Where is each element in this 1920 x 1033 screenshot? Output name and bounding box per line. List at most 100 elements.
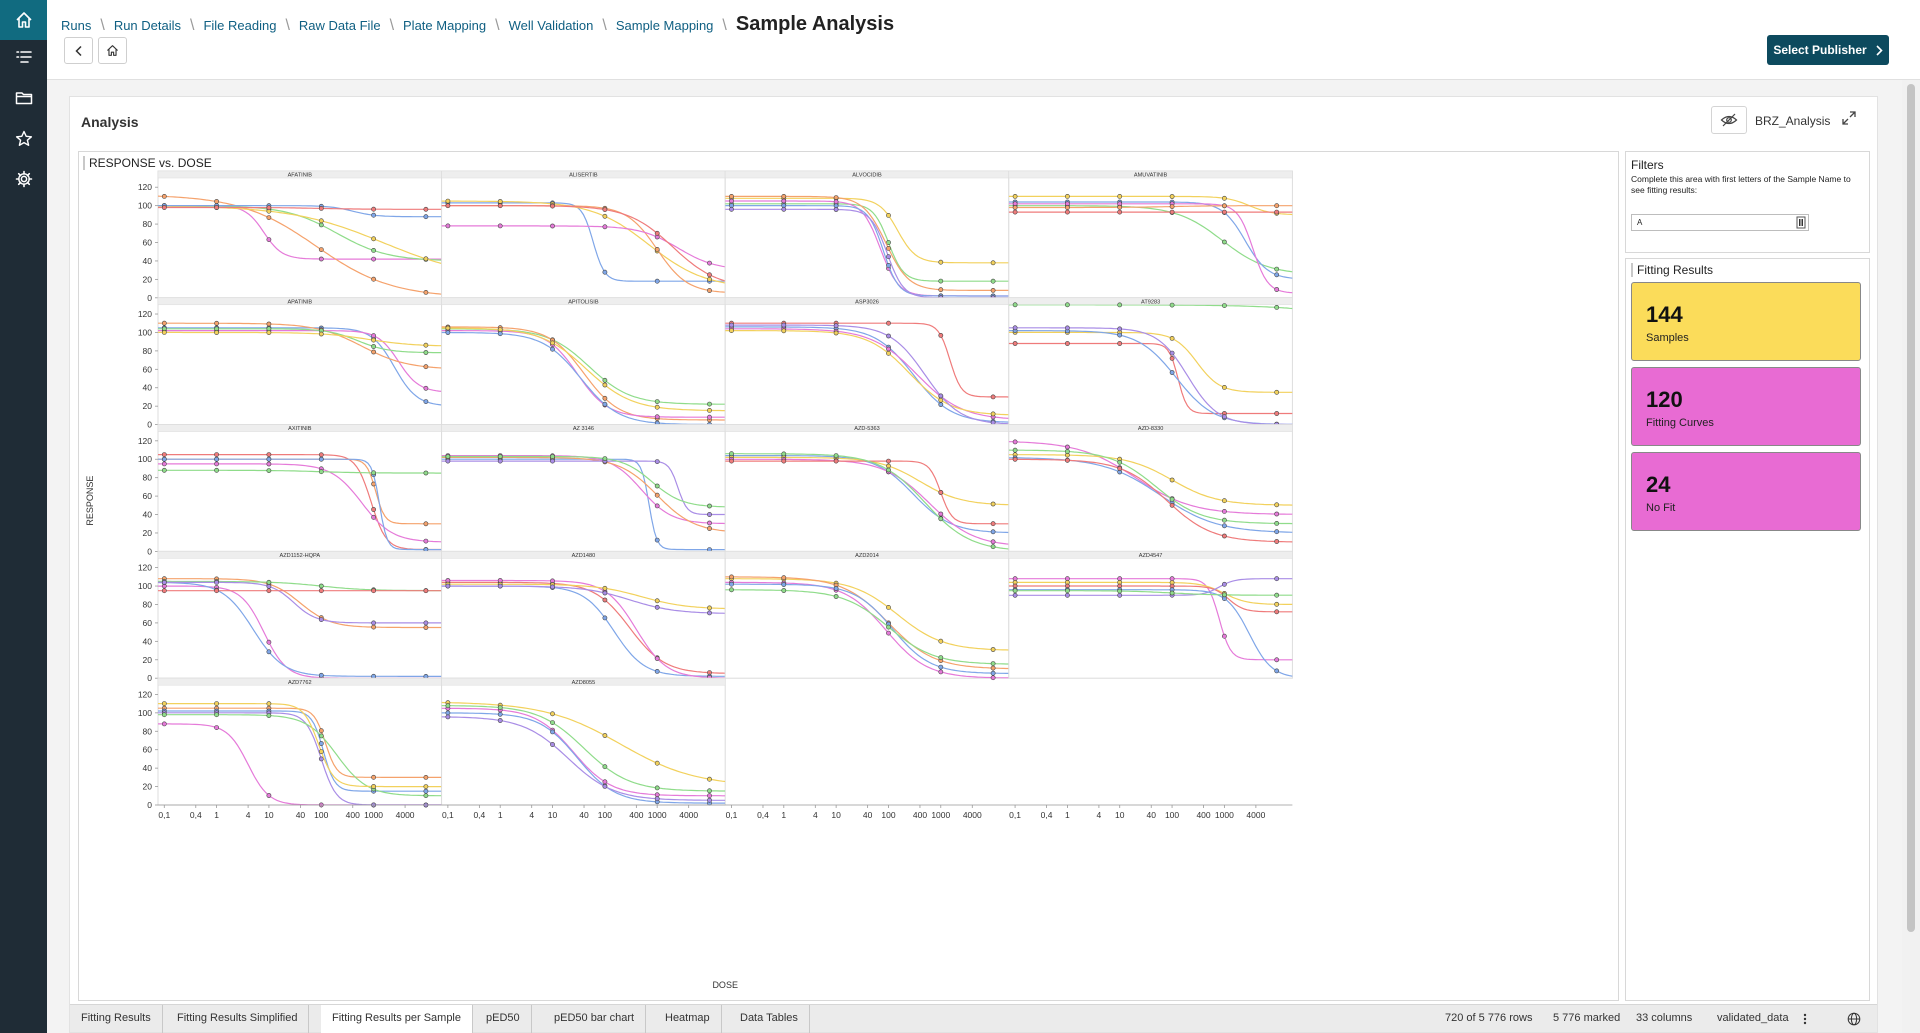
nav-list[interactable]	[0, 37, 47, 77]
data-point	[990, 260, 996, 266]
back-button[interactable]	[64, 37, 93, 64]
fit-curve	[1008, 195, 1293, 216]
data-point	[1169, 209, 1175, 215]
data-point	[654, 399, 660, 404]
side-nav	[0, 0, 47, 1033]
kpi-fitting-curves[interactable]: 120 Fitting Curves	[1631, 367, 1861, 446]
kpi-no-fit[interactable]: 24 No Fit	[1631, 452, 1861, 531]
breadcrumb-well-validation[interactable]: Well Validation	[508, 18, 594, 33]
data-point	[654, 483, 660, 489]
breadcrumb-separator: \	[285, 17, 290, 34]
response-dose-chart[interactable]: AFATINIB 0 20 40 60 80 100 120 ALISERTIB ALVOCIDI…	[78, 151, 1619, 1001]
tab-data-tables[interactable]: Data Tables	[729, 1005, 810, 1033]
tab-fitting-results[interactable]: Fitting Results	[70, 1005, 163, 1033]
tab-fitting-results-simplified[interactable]: Fitting Results Simplified	[166, 1005, 310, 1033]
fit-curve	[1008, 449, 1293, 525]
y-tick-label: 40	[143, 510, 153, 520]
data-point	[729, 328, 734, 333]
x-tick-label: 0,4	[757, 810, 769, 820]
y-tick-label: 0	[147, 546, 152, 556]
data-point	[497, 327, 503, 332]
x-tick-label: 4	[1097, 810, 1102, 820]
nav-folder[interactable]	[0, 78, 47, 118]
fit-curve	[441, 581, 726, 674]
data-point	[214, 712, 219, 718]
breadcrumb-runs[interactable]: Runs	[61, 18, 92, 33]
y-tick-label: 0	[147, 293, 152, 303]
breadcrumb-run-details[interactable]: Run Details	[113, 18, 182, 33]
data-point	[886, 240, 891, 245]
more-options-icon[interactable]	[1803, 1013, 1807, 1025]
breadcrumb-sample-mapping[interactable]: Sample Mapping	[615, 18, 714, 33]
data-point	[1012, 341, 1018, 346]
fit-curve	[441, 225, 726, 268]
fit-curve	[158, 581, 442, 677]
data-point	[1065, 209, 1070, 215]
data-point	[1117, 592, 1123, 598]
data-point	[371, 507, 376, 512]
tab-ped50-bar-chart[interactable]: pED50 bar chart	[543, 1005, 647, 1033]
select-publisher-button[interactable]: Select Publisher	[1767, 35, 1889, 65]
data-point	[707, 407, 712, 413]
tab-heatmap[interactable]: Heatmap	[654, 1005, 722, 1033]
data-point	[990, 529, 996, 535]
tab-fitting-results-per-sample[interactable]: Fitting Results per Sample	[321, 1005, 473, 1033]
tab-ped50[interactable]: pED50	[475, 1005, 532, 1033]
visibility-toggle-button[interactable]	[1711, 106, 1747, 134]
breadcrumb-file-reading[interactable]: File Reading	[203, 18, 277, 33]
breadcrumb-raw-data-file[interactable]: Raw Data File	[298, 18, 381, 33]
data-point	[654, 537, 660, 543]
filter-options-icon[interactable]	[1796, 216, 1806, 229]
kpi-samples[interactable]: 144 Samples	[1631, 282, 1861, 361]
fit-curve	[725, 589, 1009, 665]
breadcrumb-separator: \	[100, 17, 105, 34]
data-point	[1274, 209, 1280, 215]
data-point	[318, 672, 324, 678]
data-point	[161, 456, 167, 462]
globe-icon[interactable]	[1847, 1012, 1861, 1026]
expand-icon[interactable]	[1841, 110, 1857, 126]
home-icon	[107, 45, 118, 56]
nav-favorites[interactable]	[0, 119, 47, 159]
data-point	[1012, 588, 1018, 594]
page-scrollbar[interactable]	[1902, 80, 1920, 1033]
y-tick-label: 100	[138, 327, 152, 337]
x-tick-label: 100	[881, 810, 895, 820]
fit-curve	[1008, 578, 1293, 661]
chevron-left-icon	[74, 45, 82, 56]
panel-title: AZ 3146	[573, 426, 594, 432]
data-point	[161, 194, 167, 199]
data-point	[445, 710, 451, 716]
data-point	[654, 492, 660, 498]
breadcrumb-plate-mapping[interactable]: Plate Mapping	[403, 18, 487, 33]
nav-settings[interactable]	[0, 159, 47, 199]
data-point	[550, 203, 555, 209]
fit-curve	[158, 463, 442, 543]
data-point	[1012, 456, 1018, 462]
data-point	[318, 256, 324, 262]
fit-curve	[725, 324, 1009, 425]
nav-home[interactable]	[0, 0, 47, 40]
x-tick-label: 0,1	[442, 810, 454, 820]
data-point	[602, 779, 608, 785]
y-tick-label: 0	[147, 673, 152, 683]
data-point	[938, 259, 944, 265]
data-point	[1222, 592, 1227, 598]
data-point	[318, 749, 324, 754]
data-point	[423, 620, 429, 626]
data-point	[990, 661, 996, 666]
scrollbar-thumb[interactable]	[1907, 84, 1915, 932]
breadcrumb-separator: \	[389, 17, 395, 34]
x-tick-label: 40	[579, 810, 589, 820]
data-table-name[interactable]: validated_data	[1717, 1012, 1789, 1024]
sample-name-filter-input[interactable]: A	[1631, 214, 1809, 231]
y-tick-label: 100	[138, 708, 152, 718]
home-button[interactable]	[98, 37, 127, 64]
x-tick-label: 10	[548, 810, 558, 820]
data-point	[371, 349, 376, 355]
fit-curve	[441, 585, 726, 614]
data-point	[729, 587, 734, 593]
y-tick-label: 80	[143, 219, 153, 229]
y-tick-label: 40	[143, 383, 153, 393]
data-point	[423, 342, 429, 348]
